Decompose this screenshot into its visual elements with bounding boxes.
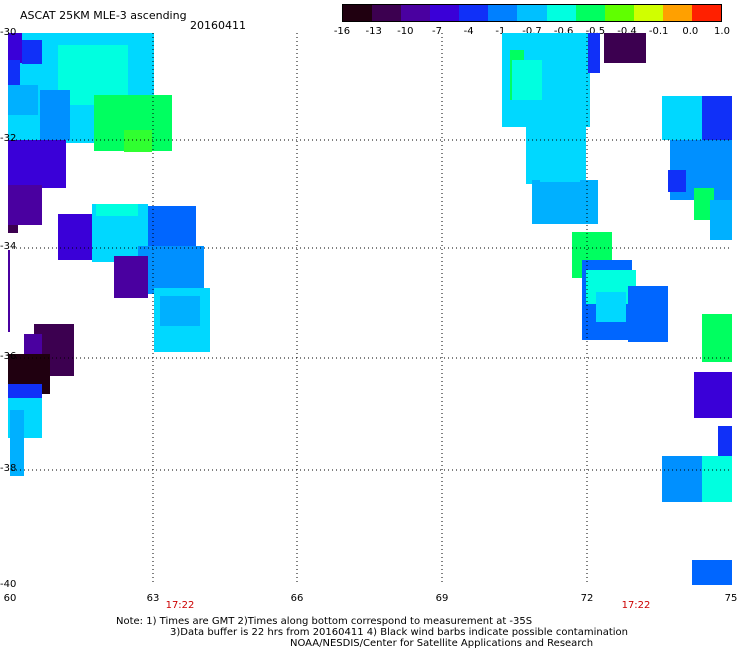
lat-label: -38: [0, 463, 17, 474]
color-scale-swatch: [691, 5, 722, 21]
color-scale-swatch: [372, 5, 402, 21]
lat-label: -32: [0, 133, 17, 144]
wind-cell: [22, 40, 42, 64]
color-scale-swatch: [488, 5, 518, 21]
wind-cell: [662, 96, 702, 140]
swath-map: [8, 33, 732, 585]
note-line-2: 3)Data buffer is 22 hrs from 20160411 4)…: [170, 627, 628, 638]
wind-cell: [96, 204, 138, 216]
wind-cell: [694, 188, 714, 220]
color-scale-swatch: [546, 5, 576, 21]
lon-label: 63: [146, 593, 160, 604]
color-scale-label: -13: [365, 26, 382, 37]
wind-cell: [8, 60, 20, 90]
wind-cell: [588, 33, 600, 73]
color-scale-label: -0.1: [648, 26, 669, 37]
note-line-3: NOAA/NESDIS/Center for Satellite Applica…: [290, 638, 594, 649]
color-scale-swatch: [517, 5, 547, 21]
lon-label: 66: [290, 593, 304, 604]
color-scale-label: -4: [463, 26, 474, 37]
wind-cell: [710, 200, 732, 240]
color-scale-swatch: [575, 5, 605, 21]
pass-time-label: 17:22: [621, 600, 651, 611]
wind-cell: [138, 246, 204, 294]
wind-cell: [596, 292, 626, 322]
color-scale-swatch: [401, 5, 431, 21]
color-scale-label: -0.7: [522, 26, 542, 37]
lon-label: 60: [3, 593, 17, 604]
wind-cell: [10, 410, 24, 476]
wind-cell: [160, 296, 200, 326]
wind-cell: [8, 85, 38, 115]
wind-cell: [40, 90, 70, 140]
wind-cell: [58, 214, 98, 260]
wind-cell: [628, 286, 668, 342]
lat-label: -40: [0, 579, 17, 590]
wind-cell: [718, 426, 732, 456]
wind-cell: [8, 140, 66, 188]
lon-label: 69: [435, 593, 449, 604]
color-scale-label: -7: [432, 26, 442, 37]
wind-cell: [512, 60, 542, 100]
color-scale-swatch: [662, 5, 692, 21]
color-scale-swatch: [430, 5, 460, 21]
lon-label: 75: [724, 593, 738, 604]
wind-cell: [702, 96, 732, 140]
note-line-1: Note: 1) Times are GMT 2)Times along bot…: [116, 616, 533, 627]
color-scale-label: -0.6: [553, 26, 574, 37]
color-scale-label: 1.0: [714, 26, 730, 37]
wind-cell: [148, 206, 196, 246]
color-scale-swatch: [633, 5, 663, 21]
color-scale-labels: -16 -13 -10 -7 -4 -1 -0.7 -0.6 -0.5 -0.4 -0.1 0.0 1.…: [334, 26, 730, 38]
wind-cell: [702, 314, 732, 362]
wind-cell: [8, 225, 18, 233]
wind-cell: [604, 33, 646, 63]
map-date: 20160411: [190, 19, 246, 32]
wind-cell: [662, 456, 702, 502]
wind-cell: [8, 185, 42, 225]
color-scale-label: -0.4: [617, 26, 637, 37]
wind-cell: [8, 384, 42, 398]
wind-cell: [692, 560, 732, 585]
color-scale-label: 0.0: [682, 26, 699, 37]
color-scale-swatch: [459, 5, 489, 21]
color-scale-label: -16: [333, 26, 351, 37]
lat-label: -30: [0, 27, 17, 38]
wind-cell: [532, 180, 598, 224]
color-scale-swatch: [343, 5, 373, 21]
lat-label: -36: [0, 351, 17, 362]
wind-cell: [540, 158, 580, 182]
color-scale-label: -1: [495, 26, 506, 37]
color-scale-label: -10: [397, 26, 414, 37]
lon-label: 72: [580, 593, 594, 604]
map-title: ASCAT 25KM MLE-3 ascending: [20, 9, 187, 22]
pass-time-label: 17:22: [165, 600, 195, 611]
wind-cell: [694, 372, 732, 418]
wind-cell: [702, 456, 732, 502]
wind-cell: [8, 250, 10, 332]
wind-cell: [668, 170, 686, 192]
color-scale-label: -0.5: [585, 26, 606, 37]
wind-cell: [114, 256, 148, 298]
wind-cell: [124, 130, 152, 152]
color-scale-bar: [342, 4, 722, 22]
lat-label: -34: [0, 241, 17, 252]
color-scale-swatch: [604, 5, 634, 21]
wind-cell: [8, 33, 22, 63]
